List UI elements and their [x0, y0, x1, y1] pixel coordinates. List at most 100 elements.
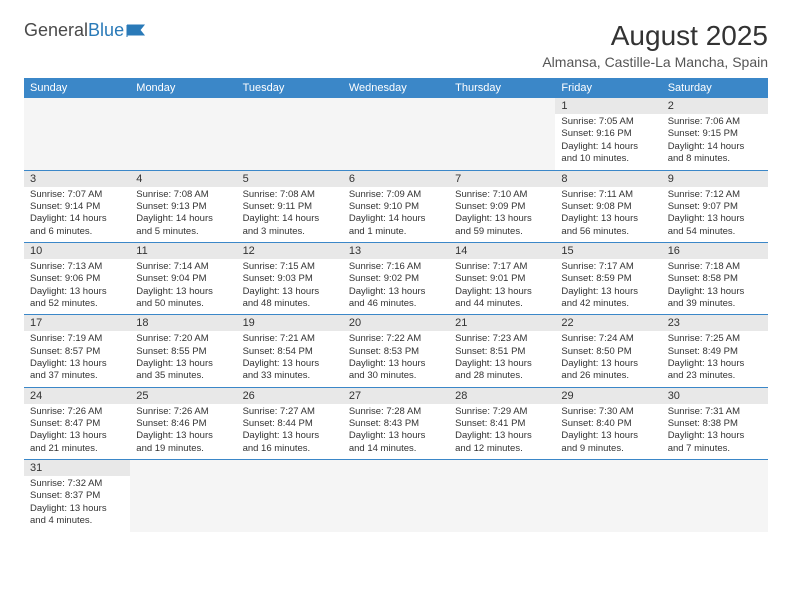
day-data: Sunrise: 7:10 AMSunset: 9:09 PMDaylight:… — [449, 187, 555, 242]
day-number: 5 — [237, 171, 343, 187]
day-data: Sunrise: 7:26 AMSunset: 8:47 PMDaylight:… — [24, 404, 130, 459]
calendar-cell-empty — [237, 460, 343, 532]
calendar-cell: 16Sunrise: 7:18 AMSunset: 8:58 PMDayligh… — [662, 242, 768, 314]
sunset-line: Sunset: 8:53 PM — [349, 346, 443, 358]
calendar-cell: 27Sunrise: 7:28 AMSunset: 8:43 PMDayligh… — [343, 387, 449, 459]
sunrise-line: Sunrise: 7:07 AM — [30, 189, 124, 201]
sunset-line: Sunset: 8:51 PM — [455, 346, 549, 358]
calendar-cell: 30Sunrise: 7:31 AMSunset: 8:38 PMDayligh… — [662, 387, 768, 459]
sunset-line: Sunset: 9:11 PM — [243, 201, 337, 213]
day-data: Sunrise: 7:30 AMSunset: 8:40 PMDaylight:… — [555, 404, 661, 459]
day-number: 11 — [130, 243, 236, 259]
sunrise-line: Sunrise: 7:23 AM — [455, 333, 549, 345]
day-number: 12 — [237, 243, 343, 259]
day-header: Thursday — [449, 78, 555, 98]
calendar-cell-empty — [343, 460, 449, 532]
day-number: 7 — [449, 171, 555, 187]
day-number: 8 — [555, 171, 661, 187]
day-data: Sunrise: 7:07 AMSunset: 9:14 PMDaylight:… — [24, 187, 130, 242]
daylight-line: Daylight: 13 hours and 12 minutes. — [455, 430, 549, 455]
sunrise-line: Sunrise: 7:29 AM — [455, 406, 549, 418]
day-number: 22 — [555, 315, 661, 331]
calendar-cell: 5Sunrise: 7:08 AMSunset: 9:11 PMDaylight… — [237, 170, 343, 242]
daylight-line: Daylight: 14 hours and 3 minutes. — [243, 213, 337, 238]
day-number: 18 — [130, 315, 236, 331]
sunrise-line: Sunrise: 7:32 AM — [30, 478, 124, 490]
daylight-line: Daylight: 13 hours and 16 minutes. — [243, 430, 337, 455]
day-number: 25 — [130, 388, 236, 404]
sunset-line: Sunset: 8:49 PM — [668, 346, 762, 358]
sunrise-line: Sunrise: 7:22 AM — [349, 333, 443, 345]
day-data: Sunrise: 7:32 AMSunset: 8:37 PMDaylight:… — [24, 476, 130, 531]
day-data: Sunrise: 7:12 AMSunset: 9:07 PMDaylight:… — [662, 187, 768, 242]
sunset-line: Sunset: 8:58 PM — [668, 273, 762, 285]
calendar-table: SundayMondayTuesdayWednesdayThursdayFrid… — [24, 78, 768, 532]
calendar-cell: 23Sunrise: 7:25 AMSunset: 8:49 PMDayligh… — [662, 315, 768, 387]
calendar-row: 31Sunrise: 7:32 AMSunset: 8:37 PMDayligh… — [24, 460, 768, 532]
day-data: Sunrise: 7:29 AMSunset: 8:41 PMDaylight:… — [449, 404, 555, 459]
daylight-line: Daylight: 14 hours and 10 minutes. — [561, 141, 655, 166]
logo-flag-icon — [126, 23, 148, 39]
daylight-line: Daylight: 13 hours and 7 minutes. — [668, 430, 762, 455]
day-header: Saturday — [662, 78, 768, 98]
calendar-cell: 26Sunrise: 7:27 AMSunset: 8:44 PMDayligh… — [237, 387, 343, 459]
sunrise-line: Sunrise: 7:26 AM — [136, 406, 230, 418]
day-header: Monday — [130, 78, 236, 98]
day-number: 6 — [343, 171, 449, 187]
calendar-cell: 21Sunrise: 7:23 AMSunset: 8:51 PMDayligh… — [449, 315, 555, 387]
sunset-line: Sunset: 8:55 PM — [136, 346, 230, 358]
daylight-line: Daylight: 13 hours and 23 minutes. — [668, 358, 762, 383]
sunset-line: Sunset: 9:02 PM — [349, 273, 443, 285]
daylight-line: Daylight: 13 hours and 28 minutes. — [455, 358, 549, 383]
day-data: Sunrise: 7:31 AMSunset: 8:38 PMDaylight:… — [662, 404, 768, 459]
calendar-row: 17Sunrise: 7:19 AMSunset: 8:57 PMDayligh… — [24, 315, 768, 387]
sunrise-line: Sunrise: 7:05 AM — [561, 116, 655, 128]
day-number: 31 — [24, 460, 130, 476]
sunrise-line: Sunrise: 7:26 AM — [30, 406, 124, 418]
calendar-cell: 28Sunrise: 7:29 AMSunset: 8:41 PMDayligh… — [449, 387, 555, 459]
calendar-cell: 29Sunrise: 7:30 AMSunset: 8:40 PMDayligh… — [555, 387, 661, 459]
calendar-cell: 8Sunrise: 7:11 AMSunset: 9:08 PMDaylight… — [555, 170, 661, 242]
logo-text-1: General — [24, 20, 88, 41]
daylight-line: Daylight: 13 hours and 14 minutes. — [349, 430, 443, 455]
sunset-line: Sunset: 8:44 PM — [243, 418, 337, 430]
day-data: Sunrise: 7:20 AMSunset: 8:55 PMDaylight:… — [130, 331, 236, 386]
calendar-cell-empty — [449, 460, 555, 532]
day-number: 30 — [662, 388, 768, 404]
title-block: August 2025 Almansa, Castille-La Mancha,… — [542, 20, 768, 70]
month-title: August 2025 — [542, 20, 768, 52]
calendar-cell-empty — [555, 460, 661, 532]
calendar-cell-empty — [662, 460, 768, 532]
day-data: Sunrise: 7:22 AMSunset: 8:53 PMDaylight:… — [343, 331, 449, 386]
sunset-line: Sunset: 8:50 PM — [561, 346, 655, 358]
day-data: Sunrise: 7:23 AMSunset: 8:51 PMDaylight:… — [449, 331, 555, 386]
calendar-cell: 10Sunrise: 7:13 AMSunset: 9:06 PMDayligh… — [24, 242, 130, 314]
daylight-line: Daylight: 13 hours and 26 minutes. — [561, 358, 655, 383]
day-data: Sunrise: 7:25 AMSunset: 8:49 PMDaylight:… — [662, 331, 768, 386]
daylight-line: Daylight: 13 hours and 9 minutes. — [561, 430, 655, 455]
sunset-line: Sunset: 8:38 PM — [668, 418, 762, 430]
calendar-cell: 20Sunrise: 7:22 AMSunset: 8:53 PMDayligh… — [343, 315, 449, 387]
daylight-line: Daylight: 13 hours and 46 minutes. — [349, 286, 443, 311]
daylight-line: Daylight: 13 hours and 54 minutes. — [668, 213, 762, 238]
day-header: Wednesday — [343, 78, 449, 98]
calendar-cell: 17Sunrise: 7:19 AMSunset: 8:57 PMDayligh… — [24, 315, 130, 387]
sunrise-line: Sunrise: 7:30 AM — [561, 406, 655, 418]
sunrise-line: Sunrise: 7:08 AM — [136, 189, 230, 201]
day-number: 9 — [662, 171, 768, 187]
sunrise-line: Sunrise: 7:17 AM — [455, 261, 549, 273]
day-data: Sunrise: 7:17 AMSunset: 8:59 PMDaylight:… — [555, 259, 661, 314]
sunset-line: Sunset: 8:57 PM — [30, 346, 124, 358]
day-data: Sunrise: 7:08 AMSunset: 9:13 PMDaylight:… — [130, 187, 236, 242]
day-data: Sunrise: 7:21 AMSunset: 8:54 PMDaylight:… — [237, 331, 343, 386]
day-header: Friday — [555, 78, 661, 98]
calendar-cell: 22Sunrise: 7:24 AMSunset: 8:50 PMDayligh… — [555, 315, 661, 387]
calendar-cell-empty — [343, 98, 449, 170]
sunrise-line: Sunrise: 7:31 AM — [668, 406, 762, 418]
day-data: Sunrise: 7:08 AMSunset: 9:11 PMDaylight:… — [237, 187, 343, 242]
daylight-line: Daylight: 14 hours and 1 minute. — [349, 213, 443, 238]
sunset-line: Sunset: 8:41 PM — [455, 418, 549, 430]
sunset-line: Sunset: 9:14 PM — [30, 201, 124, 213]
logo: GeneralBlue — [24, 20, 148, 41]
daylight-line: Daylight: 13 hours and 48 minutes. — [243, 286, 337, 311]
